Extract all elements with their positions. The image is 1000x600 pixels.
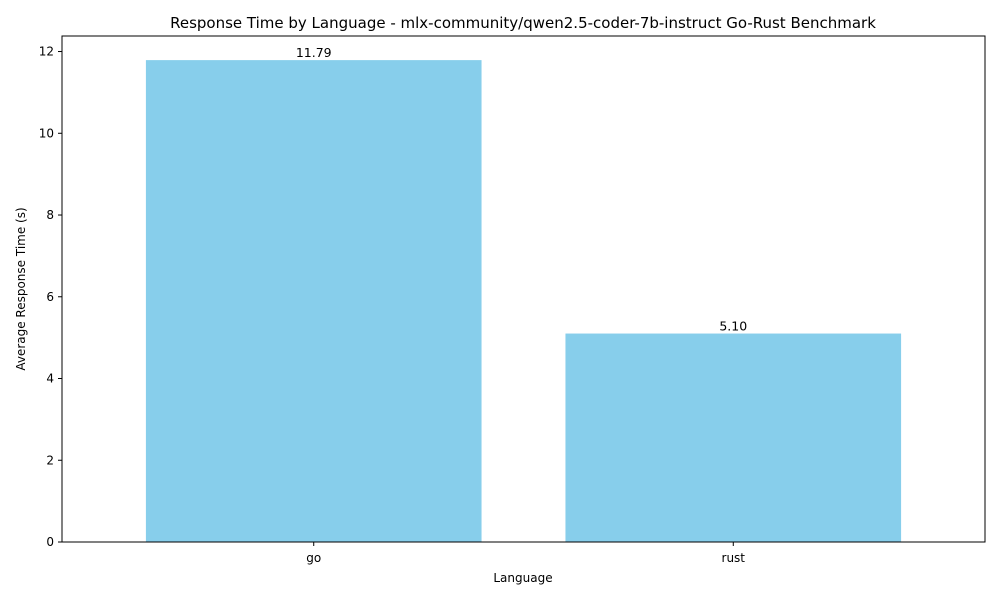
x-tick-label-go: go — [306, 551, 321, 565]
y-tick-label: 0 — [46, 535, 54, 549]
bar-rust — [565, 333, 902, 542]
x-tick-label-rust: rust — [722, 551, 746, 565]
plot-frame — [61, 35, 986, 543]
x-axis-label: Language — [493, 571, 552, 585]
data-label-go: 11.79 — [296, 45, 332, 60]
y-tick-label: 2 — [46, 453, 54, 467]
y-tick-label: 12 — [39, 45, 54, 59]
axes-layer: go rust 0 2 4 6 8 10 12 — [39, 35, 986, 565]
y-tick-label: 10 — [39, 126, 54, 140]
y-tick-label: 8 — [46, 208, 54, 222]
y-tick-label: 6 — [46, 290, 54, 304]
y-tick-label: 4 — [46, 372, 54, 386]
data-label-rust: 5.10 — [719, 319, 747, 334]
bars-layer: 11.79 5.10 — [145, 45, 902, 543]
bar-go — [145, 60, 482, 543]
y-axis-label: Average Response Time (s) — [14, 207, 28, 370]
chart-title: Response Time by Language - mlx-communit… — [170, 14, 876, 32]
